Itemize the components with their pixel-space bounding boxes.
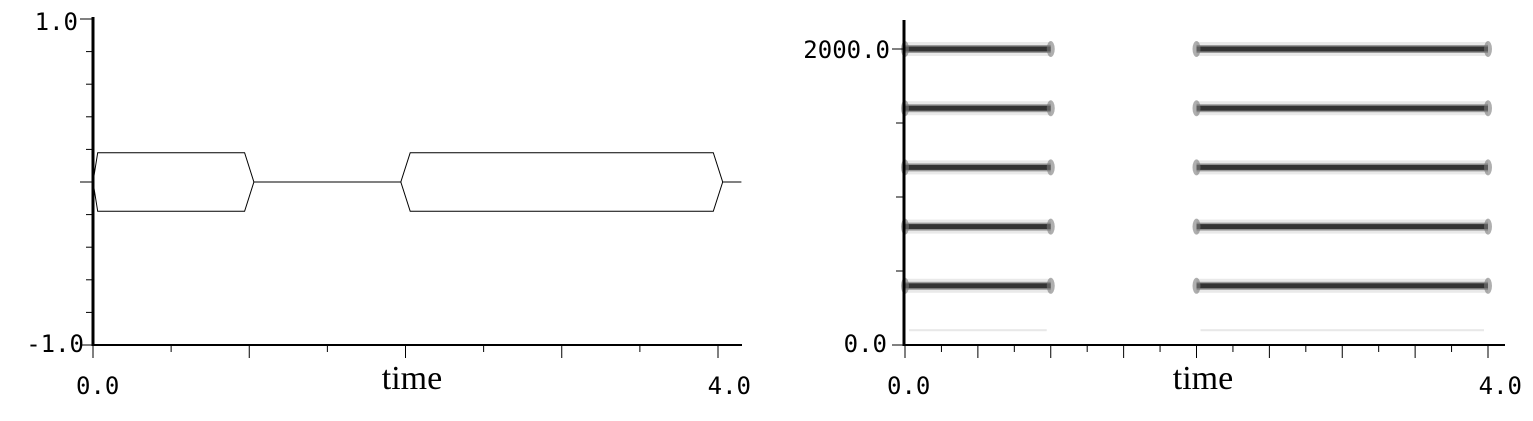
spectrogram-y-tick-label-bottom: 0.0: [844, 330, 887, 358]
spectrogram-panel: 2000.0 0.0 0.0 4.0 time: [803, 20, 1522, 400]
spectrogram-band-edge: [1484, 159, 1492, 176]
spectrogram-bands: [901, 41, 1492, 332]
spectrogram-band-edge: [1046, 100, 1055, 117]
spectrogram-x-ticks: [904, 345, 1489, 358]
spectrogram-band-edge: [1046, 41, 1055, 57]
spectrogram-band: [1196, 46, 1488, 52]
waveform-x-ticks: [92, 345, 719, 358]
spectrogram-band-edge: [1484, 100, 1492, 117]
spectrogram-band-edge: [1192, 159, 1201, 176]
waveform-y-tick-label-bottom: -1.0: [26, 330, 84, 358]
spectrogram-faint-band: [909, 329, 1047, 332]
spectrogram-band-edge: [1192, 277, 1201, 294]
spectrogram-band-edge: [1046, 277, 1055, 294]
spectrogram-band: [905, 105, 1051, 111]
spectrogram-band: [905, 283, 1051, 289]
spectrogram-x-axis-label: time: [1173, 360, 1233, 397]
waveform-y-tick-label-top: 1.0: [35, 8, 78, 36]
spectrogram-band-edge: [1046, 218, 1055, 235]
spectrogram-y-ticks: [892, 48, 904, 346]
spectrogram-band: [1196, 164, 1488, 170]
spectrogram-band: [905, 46, 1051, 52]
waveform-lower-envelope: [92, 181, 724, 212]
spectrogram-band-edge: [1484, 41, 1492, 57]
spectrogram-faint-band: [1200, 329, 1484, 332]
spectrogram-band: [905, 164, 1051, 170]
waveform-upper-envelope: [92, 152, 742, 183]
spectrogram-band-edge: [1192, 100, 1201, 117]
spectrogram-band: [1196, 105, 1488, 111]
spectrogram-band-edge: [1484, 277, 1492, 294]
spectrogram-band-edge: [1192, 41, 1201, 57]
spectrogram-band: [1196, 224, 1488, 230]
spectrogram-band-edge: [1484, 218, 1492, 235]
spectrogram-band: [1196, 283, 1488, 289]
waveform-x-tick-label-end: 4.0: [708, 372, 751, 400]
waveform-panel: 1.0 -1.0 0.0 4.0 time: [26, 8, 751, 400]
waveform-x-tick-label-start: 0.0: [76, 372, 119, 400]
spectrogram-x-tick-label-end: 4.0: [1479, 372, 1522, 400]
spectrogram-x-tick-label-start: 0.0: [887, 372, 930, 400]
waveform-x-axis-label: time: [382, 360, 442, 397]
spectrogram-band-edge: [1046, 159, 1055, 176]
waveform-y-ticks: [80, 18, 93, 346]
spectrogram-band-edge: [1192, 218, 1201, 235]
spectrogram-y-tick-label-top: 2000.0: [803, 36, 890, 64]
spectrogram-band: [905, 224, 1051, 230]
